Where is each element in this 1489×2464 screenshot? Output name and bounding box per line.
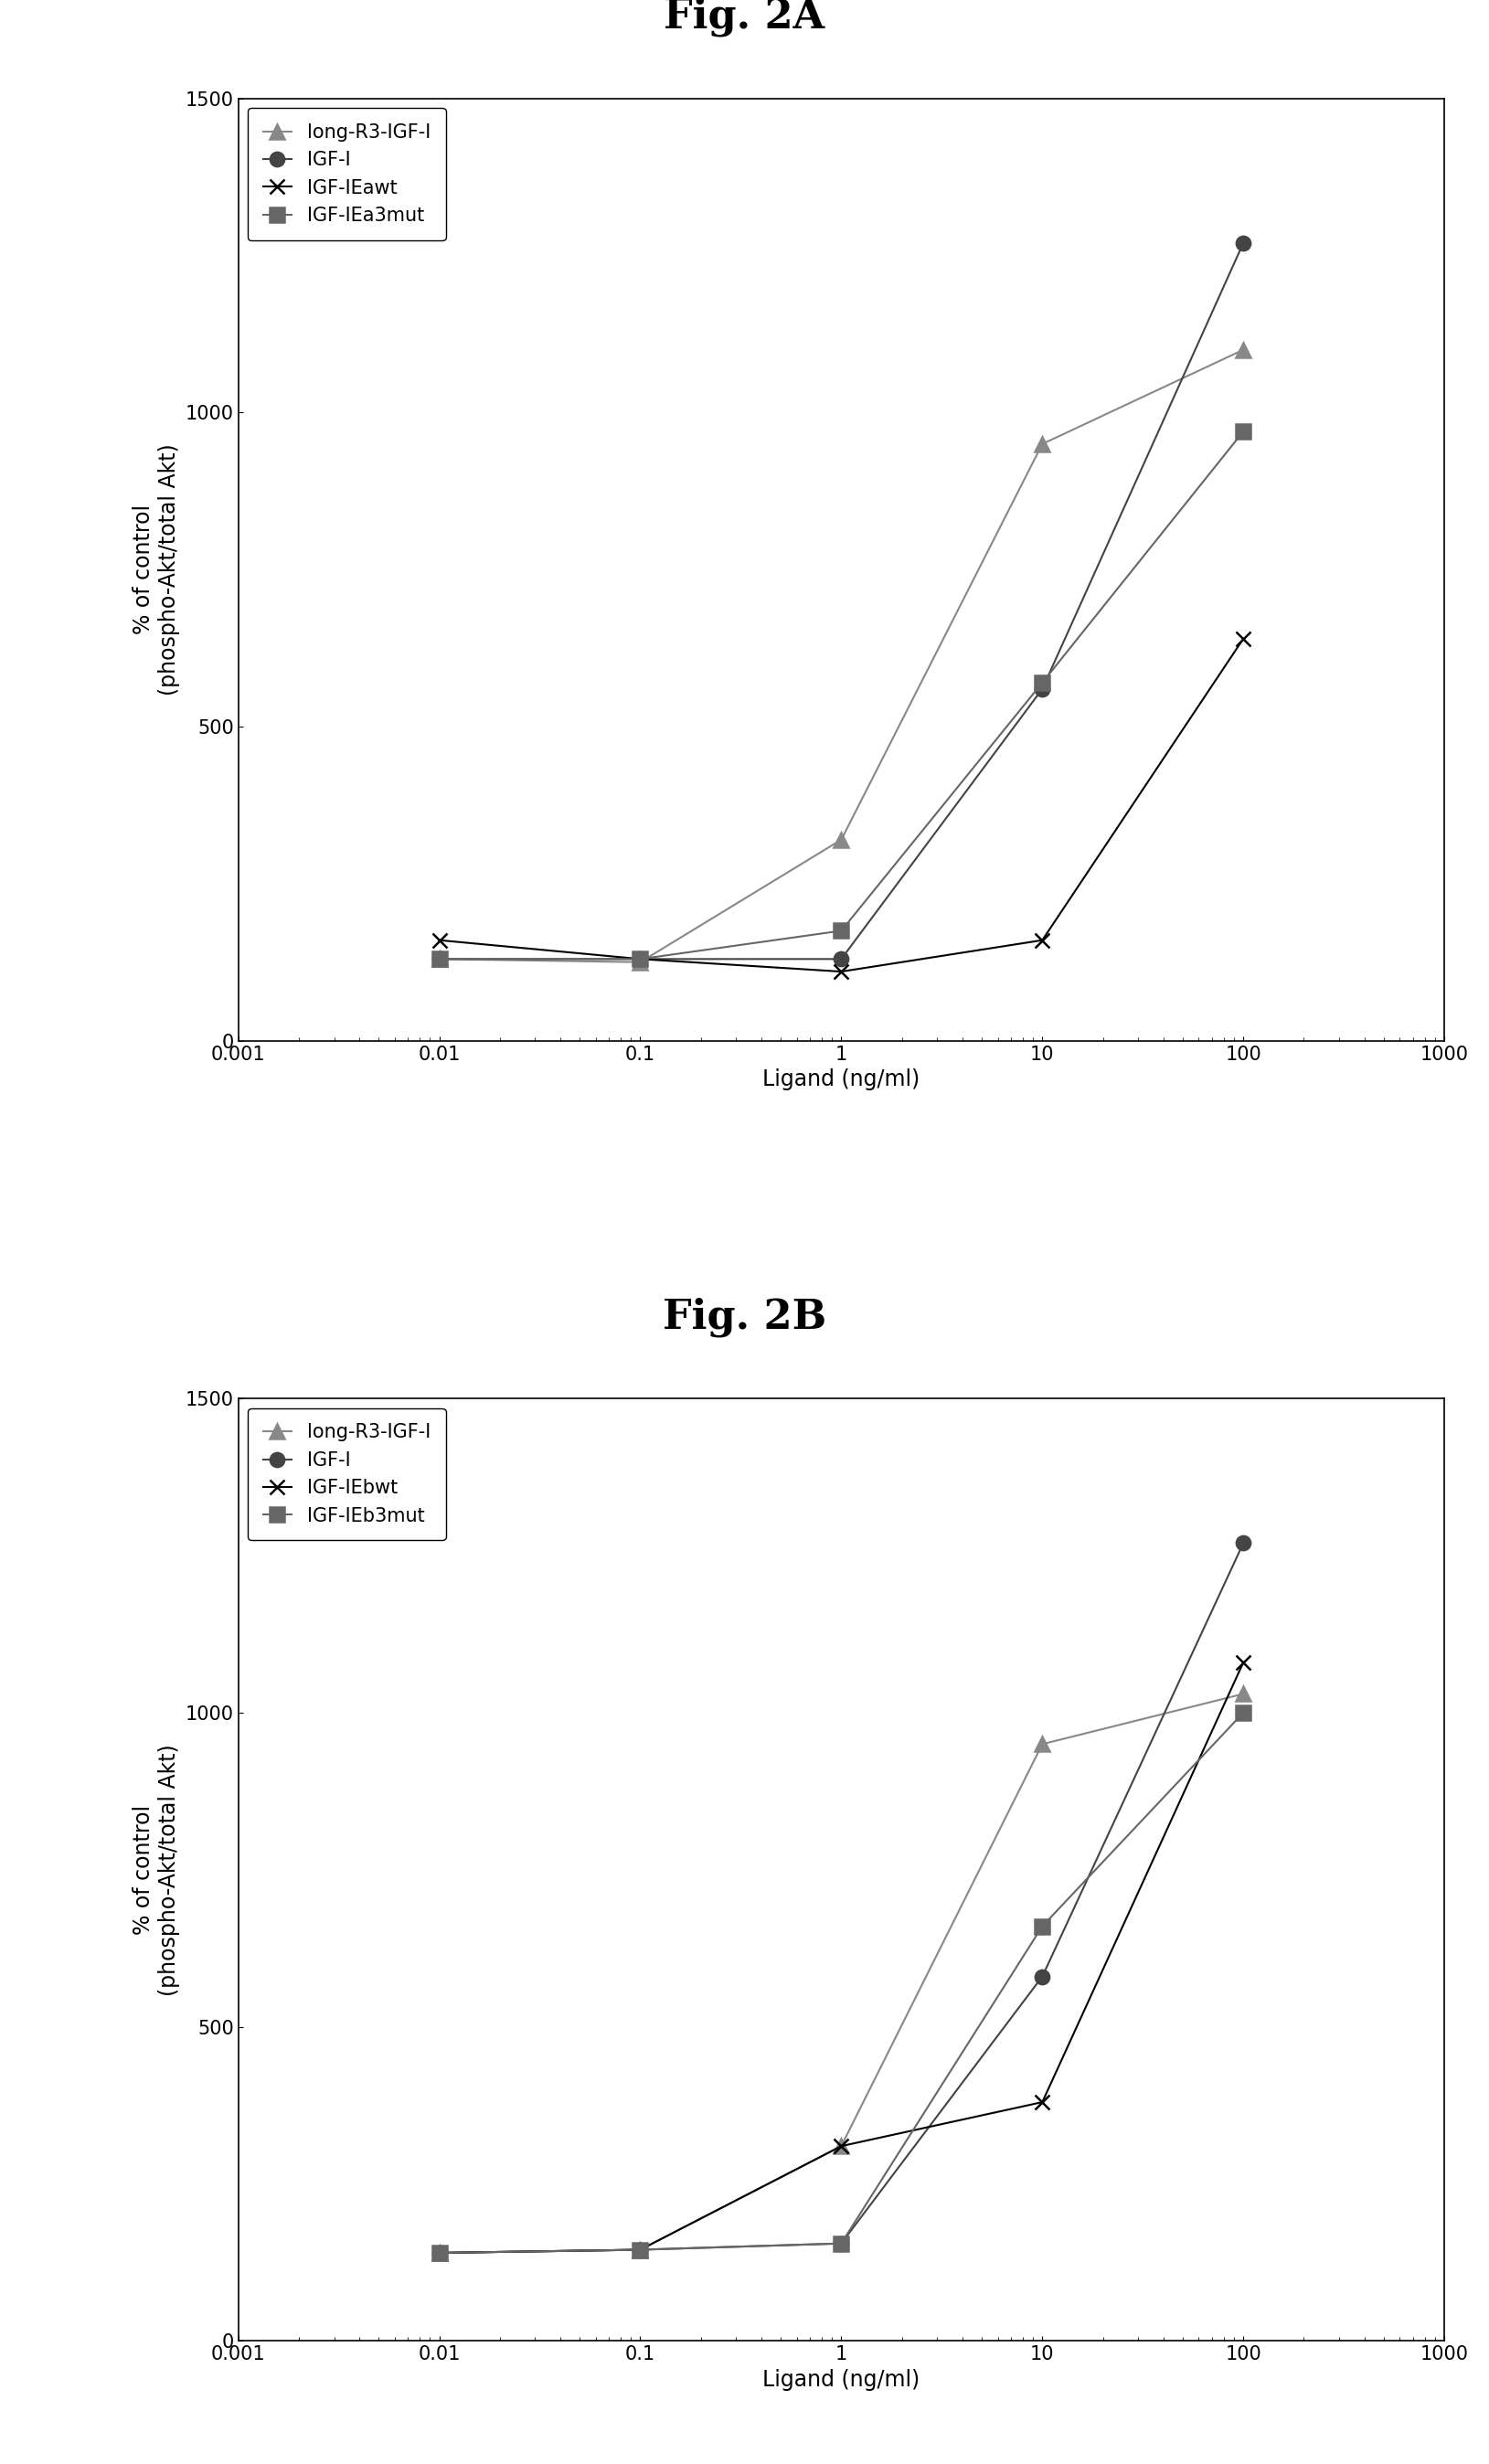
IGF-IEbwt (1033, 2087, 1051, 2117)
IGF-IEb3mut (1033, 1912, 1051, 1942)
IGF-IEbwt (631, 2235, 649, 2264)
Y-axis label: % of control
(phospho-Akt/total Akt): % of control (phospho-Akt/total Akt) (133, 444, 180, 695)
long-R3-IGF-I (430, 944, 448, 973)
long-R3-IGF-I (1033, 429, 1051, 458)
Line: IGF-IEb3mut: IGF-IEb3mut (432, 1705, 1251, 2259)
Text: Fig. 2A: Fig. 2A (664, 0, 825, 37)
Line: IGF-IEbwt: IGF-IEbwt (432, 1656, 1251, 2259)
IGF-I (1234, 1528, 1252, 1557)
IGF-IEb3mut (1234, 1698, 1252, 1727)
IGF-IEawt (1033, 926, 1051, 956)
IGF-I (1033, 675, 1051, 705)
IGF-IEbwt (430, 2237, 448, 2267)
IGF-IEawt (832, 956, 850, 986)
IGF-I (430, 2237, 448, 2267)
Y-axis label: % of control
(phospho-Akt/total Akt): % of control (phospho-Akt/total Akt) (133, 1745, 180, 1996)
IGF-I (1234, 229, 1252, 259)
IGF-IEa3mut (1234, 416, 1252, 446)
IGF-I (1033, 1961, 1051, 1991)
long-R3-IGF-I (631, 946, 649, 976)
Legend: long-R3-IGF-I, IGF-I, IGF-IEbwt, IGF-IEb3mut: long-R3-IGF-I, IGF-I, IGF-IEbwt, IGF-IEb… (247, 1409, 445, 1540)
X-axis label: Ligand (ng/ml): Ligand (ng/ml) (762, 2368, 920, 2390)
IGF-I (832, 944, 850, 973)
long-R3-IGF-I (1234, 1678, 1252, 1708)
IGF-IEb3mut (832, 2227, 850, 2257)
IGF-I (832, 2227, 850, 2257)
Line: IGF-I: IGF-I (432, 1535, 1251, 2259)
long-R3-IGF-I (631, 2235, 649, 2264)
IGF-IEb3mut (631, 2235, 649, 2264)
IGF-IEawt (1234, 623, 1252, 653)
Line: IGF-IEawt: IGF-IEawt (432, 631, 1251, 978)
IGF-IEawt (631, 944, 649, 973)
Line: long-R3-IGF-I: long-R3-IGF-I (432, 342, 1251, 968)
Line: IGF-IEa3mut: IGF-IEa3mut (432, 424, 1251, 966)
IGF-I (631, 944, 649, 973)
long-R3-IGF-I (832, 2131, 850, 2161)
long-R3-IGF-I (430, 2237, 448, 2267)
IGF-IEa3mut (1033, 668, 1051, 697)
IGF-IEa3mut (631, 944, 649, 973)
IGF-IEa3mut (832, 917, 850, 946)
Line: long-R3-IGF-I: long-R3-IGF-I (432, 1688, 1251, 2259)
IGF-IEa3mut (430, 944, 448, 973)
IGF-IEbwt (832, 2131, 850, 2161)
long-R3-IGF-I (1234, 335, 1252, 365)
IGF-IEb3mut (430, 2237, 448, 2267)
IGF-I (430, 944, 448, 973)
Line: IGF-I: IGF-I (432, 237, 1251, 966)
Text: Fig. 2B: Fig. 2B (663, 1299, 826, 1338)
long-R3-IGF-I (1033, 1730, 1051, 1759)
IGF-I (631, 2235, 649, 2264)
X-axis label: Ligand (ng/ml): Ligand (ng/ml) (762, 1069, 920, 1092)
IGF-IEbwt (1234, 1648, 1252, 1678)
long-R3-IGF-I (832, 825, 850, 855)
Legend: long-R3-IGF-I, IGF-I, IGF-IEawt, IGF-IEa3mut: long-R3-IGF-I, IGF-I, IGF-IEawt, IGF-IEa… (247, 108, 445, 239)
IGF-IEawt (430, 926, 448, 956)
